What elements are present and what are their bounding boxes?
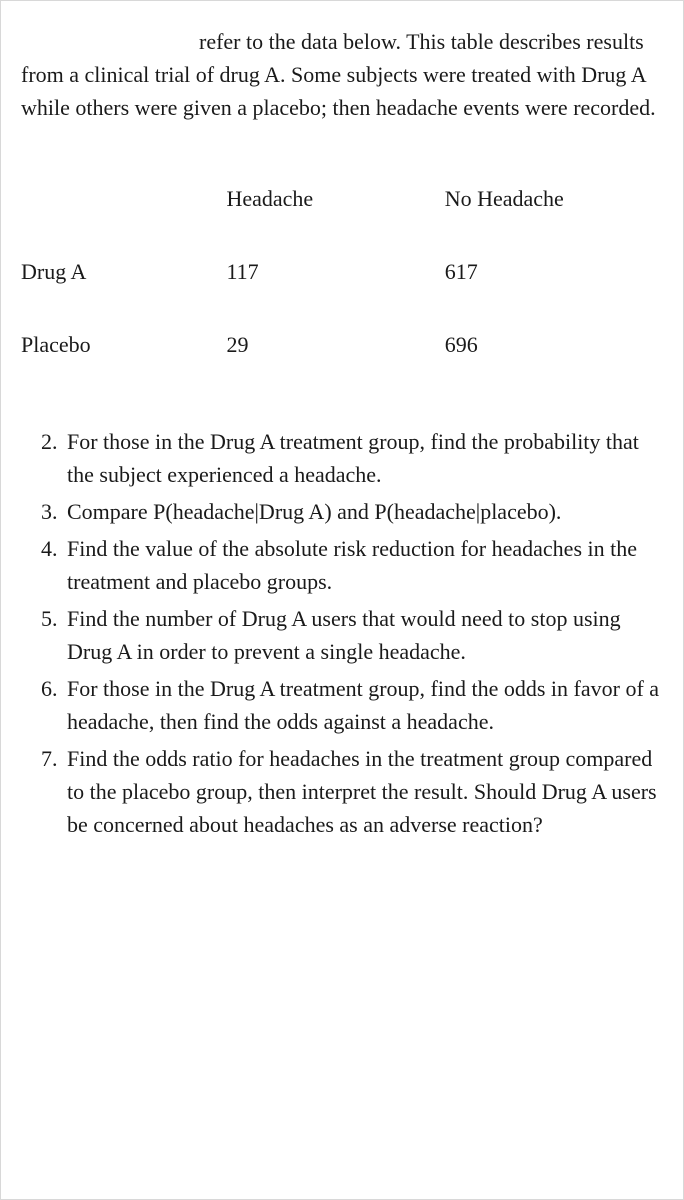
- table-header-row: Headache No Headache: [21, 162, 663, 235]
- cell-placebo-headache: 29: [226, 308, 444, 381]
- list-item: Find the number of Drug A users that wou…: [63, 602, 663, 668]
- intro-paragraph: refer to the data below. This table desc…: [21, 25, 663, 124]
- intro-text: refer to the data below. This table desc…: [21, 25, 663, 124]
- list-item: For those in the Drug A treatment group,…: [63, 672, 663, 738]
- row-label-placebo: Placebo: [21, 308, 226, 381]
- list-item: Compare P(headache|Drug A) and P(headach…: [63, 495, 663, 528]
- question-list: For those in the Drug A treatment group,…: [21, 425, 663, 841]
- clinical-trial-table: Headache No Headache Drug A 117 617 Plac…: [21, 162, 663, 381]
- table-row: Drug A 117 617: [21, 235, 663, 308]
- cell-placebo-no-headache: 696: [445, 308, 663, 381]
- header-no-headache: No Headache: [445, 162, 663, 235]
- cell-drug-a-headache: 117: [226, 235, 444, 308]
- list-item: Find the value of the absolute risk redu…: [63, 532, 663, 598]
- cell-drug-a-no-headache: 617: [445, 235, 663, 308]
- table-row: Placebo 29 696: [21, 308, 663, 381]
- list-item: For those in the Drug A treatment group,…: [63, 425, 663, 491]
- header-blank: [21, 162, 226, 235]
- header-headache: Headache: [226, 162, 444, 235]
- row-label-drug-a: Drug A: [21, 235, 226, 308]
- list-item: Find the odds ratio for headaches in the…: [63, 742, 663, 841]
